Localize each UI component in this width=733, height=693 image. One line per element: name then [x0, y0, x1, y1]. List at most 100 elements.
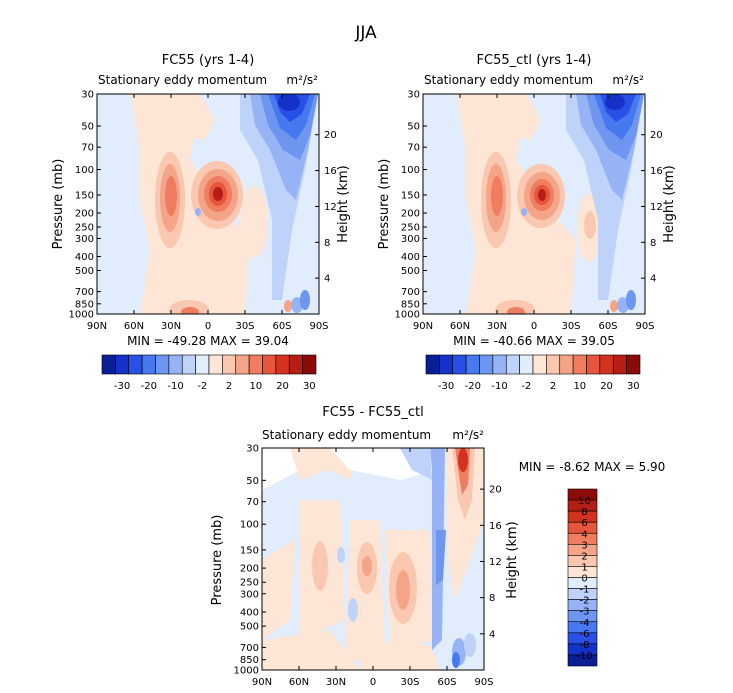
y2-tick-label: 12 — [324, 202, 337, 213]
colorbar-swatch — [302, 354, 317, 375]
y-tick-label: 150 — [401, 190, 420, 201]
y-tick-label: 500 — [75, 266, 94, 277]
y-axis-label: Pressure (mb) — [51, 159, 66, 250]
y-tick-label: 100 — [401, 165, 420, 176]
x-tick-label: 90N — [413, 321, 433, 332]
x-tick-label: 30N — [326, 677, 346, 688]
y2-axis-label: Height (km) — [505, 521, 520, 598]
y-tick-label: 100 — [240, 520, 259, 531]
colorbar-swatch — [572, 354, 587, 375]
y2-tick-label: 12 — [489, 557, 502, 568]
y2-tick-label: 8 — [650, 238, 656, 249]
x-tick-label: 90N — [87, 321, 107, 332]
y-axis-label: Pressure (mb) — [210, 515, 225, 606]
y-tick-label: 30 — [81, 90, 94, 101]
panel-fc55-ctl: FC55_ctl (yrs 1-4) Stationary eddy momen… — [377, 53, 677, 348]
min-max-label: MIN = -40.66 MAX = 39.05 — [453, 334, 615, 348]
y-tick-label: 700 — [401, 287, 420, 298]
x-tick-label: 90S — [635, 321, 654, 332]
min-max-label: MIN = -8.62 MAX = 5.90 — [519, 460, 666, 474]
y-tick-label: 300 — [240, 589, 259, 600]
y2-tick-label: 4 — [489, 629, 495, 640]
y-tick-label: 850 — [240, 655, 259, 666]
colorbar-label: 10 — [573, 381, 586, 392]
y-tick-label: 1000 — [395, 310, 420, 321]
y2-tick-label: 20 — [324, 130, 337, 141]
colorbar-swatch — [626, 354, 641, 375]
y-tick-label: 100 — [75, 165, 94, 176]
colorbar-label: 20 — [276, 381, 289, 392]
y-tick-label: 400 — [75, 252, 94, 263]
colorbar-label: -20 — [141, 381, 157, 392]
x-tick-label: 30S — [235, 321, 254, 332]
colorbar-swatch — [492, 354, 507, 375]
colorbar-label: -8 — [580, 640, 590, 651]
y-tick-label: 300 — [75, 234, 94, 245]
colorbar-swatch — [275, 354, 290, 375]
colorbar-label: -3 — [580, 607, 590, 618]
x-tick-label: 90N — [252, 677, 272, 688]
colorbar-label: -10 — [576, 651, 592, 662]
colorbar-fc55-ctl: -30 -20 -10 -2 2 10 20 30 — [425, 354, 641, 392]
x-tick-label: 0 — [370, 677, 376, 688]
y2-tick-label: 16 — [650, 166, 663, 177]
colorbar-label: 2 — [550, 381, 556, 392]
y-tick-label: 70 — [407, 143, 420, 154]
colorbar-swatch — [567, 654, 598, 667]
units-label: m²/s² — [286, 73, 318, 87]
y2-tick-label: 4 — [324, 274, 330, 285]
colorbar-swatch — [128, 354, 143, 375]
panel-subtitle: Stationary eddy momentum — [424, 73, 593, 87]
y2-tick-label: 16 — [324, 166, 337, 177]
colorbar-label: 4 — [581, 529, 587, 540]
colorbar-swatch — [452, 354, 467, 375]
y-tick-label: 150 — [240, 545, 259, 556]
y-tick-label: 250 — [75, 223, 94, 234]
colorbar-swatch — [155, 354, 170, 375]
colorbar-swatch — [235, 354, 250, 375]
colorbar-label: -30 — [114, 381, 130, 392]
panel-subtitle: Stationary eddy momentum — [262, 428, 431, 442]
colorbar-label: 8 — [581, 507, 587, 518]
colorbar-label: 0 — [581, 574, 587, 585]
colorbar-swatch — [222, 354, 237, 375]
colorbar-swatch — [288, 354, 303, 375]
y-tick-label: 1000 — [234, 666, 259, 677]
colorbar-swatch — [181, 354, 196, 375]
y-tick-label: 400 — [401, 252, 420, 263]
x-tick-label: 60S — [598, 321, 617, 332]
y-tick-label: 70 — [246, 497, 259, 508]
colorbar-swatch — [465, 354, 480, 375]
units-label: m²/s² — [452, 428, 484, 442]
colorbar-swatch — [115, 354, 130, 375]
y2-tick-label: 16 — [489, 521, 502, 532]
y2-tick-label: 20 — [489, 485, 502, 496]
colorbar-swatch — [505, 354, 520, 375]
panel-title: FC55_ctl (yrs 1-4) — [477, 53, 592, 68]
colorbar-swatch — [519, 354, 534, 375]
colorbar-label: 10 — [578, 496, 591, 507]
colorbar-label: 10 — [249, 381, 262, 392]
colorbar-swatch — [479, 354, 494, 375]
colorbar-label: -6 — [580, 629, 590, 640]
colorbar-label: -2 — [580, 596, 590, 607]
colorbar-label: 2 — [226, 381, 232, 392]
x-tick-label: 60N — [289, 677, 309, 688]
panel-fc55: FC55 (yrs 1-4) Stationary eddy momentum … — [51, 53, 351, 348]
y-tick-label: 400 — [240, 607, 259, 618]
y2-tick-label: 4 — [650, 274, 656, 285]
page-title: JJA — [354, 23, 377, 43]
units-label: m²/s² — [612, 73, 644, 87]
y-tick-label: 850 — [401, 299, 420, 310]
y2-tick-label: 8 — [324, 238, 330, 249]
y-tick-label: 30 — [246, 444, 259, 455]
colorbar-swatch — [101, 354, 116, 375]
y2-tick-label: 20 — [650, 130, 663, 141]
x-tick-label: 0 — [205, 321, 211, 332]
colorbar-label: 20 — [600, 381, 613, 392]
colorbar-label: -2 — [521, 381, 531, 392]
y-tick-label: 30 — [407, 90, 420, 101]
colorbar-swatch — [532, 354, 547, 375]
y2-axis-label: Height (km) — [336, 165, 351, 242]
